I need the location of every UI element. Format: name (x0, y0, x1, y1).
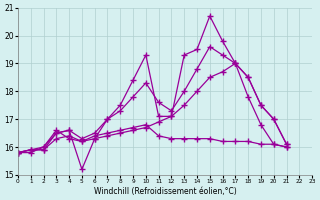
X-axis label: Windchill (Refroidissement éolien,°C): Windchill (Refroidissement éolien,°C) (94, 187, 236, 196)
